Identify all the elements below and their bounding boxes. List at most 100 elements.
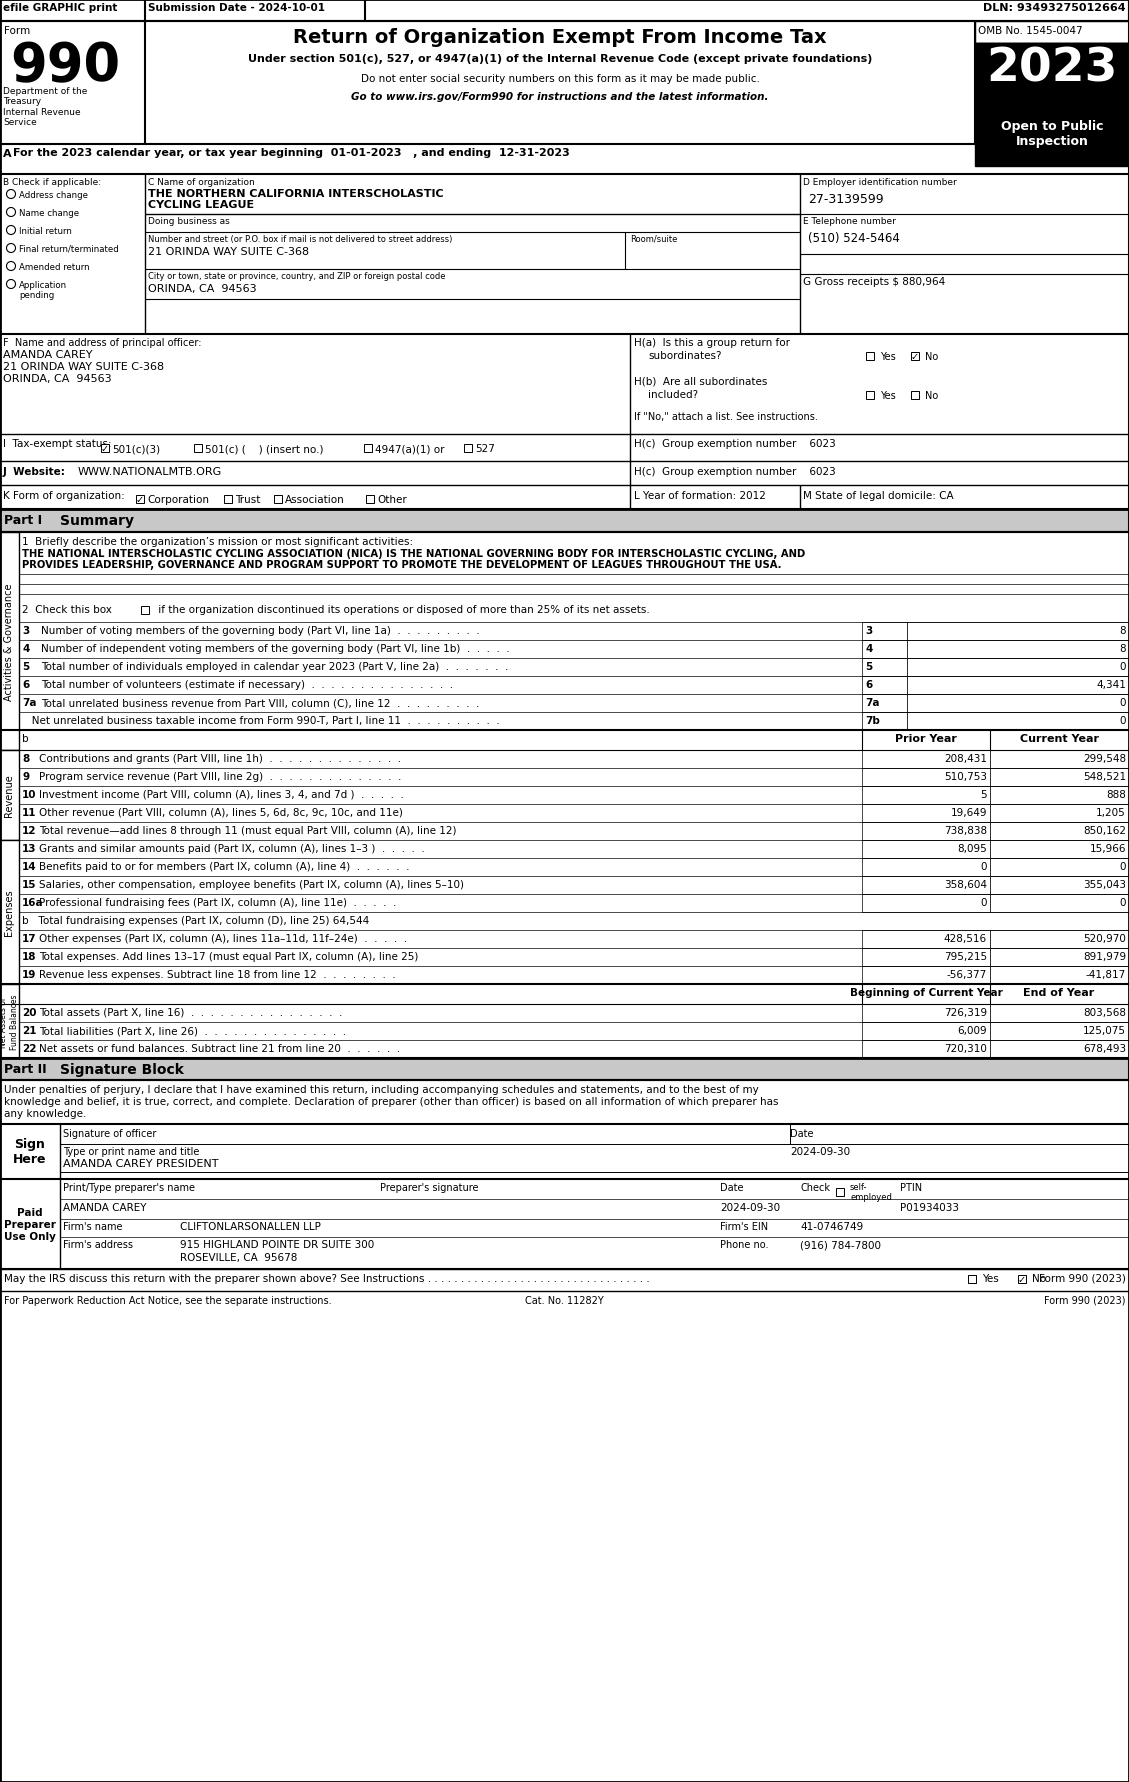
Bar [464, 446, 472, 453]
Text: 4,341: 4,341 [1096, 679, 1126, 690]
Bar [863, 948, 990, 966]
Text: Expenses: Expenses [5, 889, 14, 936]
Text: b: b [21, 734, 28, 743]
Text: 520,970: 520,970 [1083, 934, 1126, 943]
Text: 0: 0 [1120, 716, 1126, 725]
Bar [990, 948, 1129, 966]
Text: Prior Year: Prior Year [895, 734, 957, 743]
Bar [863, 768, 990, 786]
Text: Total number of volunteers (estimate if necessary)  .  .  .  .  .  .  .  .  .  .: Total number of volunteers (estimate if … [41, 679, 453, 690]
Text: included?: included? [648, 390, 698, 399]
Text: Association: Association [285, 495, 344, 504]
Text: Current Year: Current Year [1019, 734, 1099, 743]
Text: Number of independent voting members of the governing body (Part VI, line 1b)  .: Number of independent voting members of … [41, 643, 510, 654]
Text: PROVIDES LEADERSHIP, GOVERNANCE AND PROGRAM SUPPORT TO PROMOTE THE DEVELOPMENT O: PROVIDES LEADERSHIP, GOVERNANCE AND PROG… [21, 560, 781, 570]
Text: 299,548: 299,548 [1083, 754, 1126, 763]
Bar [990, 895, 1129, 912]
Text: 738,838: 738,838 [944, 825, 987, 836]
Text: self-
employed: self- employed [850, 1181, 892, 1201]
Bar [990, 877, 1129, 895]
Bar [863, 804, 990, 823]
Bar [907, 642, 1129, 659]
Text: THE NORTHERN CALIFORNIA INTERSCHOLASTIC: THE NORTHERN CALIFORNIA INTERSCHOLASTIC [148, 189, 444, 200]
Text: Signature of officer: Signature of officer [63, 1128, 157, 1139]
Text: 18: 18 [21, 952, 36, 962]
Text: Return of Organization Exempt From Income Tax: Return of Organization Exempt From Incom… [294, 29, 826, 46]
Bar [863, 823, 990, 841]
Text: 0: 0 [1120, 898, 1126, 907]
Text: P01934033: P01934033 [900, 1203, 959, 1212]
Text: C Name of organization: C Name of organization [148, 178, 255, 187]
Bar [911, 392, 919, 399]
Bar [907, 695, 1129, 713]
Text: 20: 20 [21, 1007, 36, 1018]
Text: Date: Date [720, 1181, 744, 1192]
Text: 41-0746749: 41-0746749 [800, 1221, 864, 1231]
Text: D Employer identification number: D Employer identification number [803, 178, 956, 187]
Bar [990, 1041, 1129, 1059]
Bar [0, 0, 1129, 21]
Bar [990, 966, 1129, 984]
Text: 7a: 7a [865, 697, 879, 707]
Text: 1,205: 1,205 [1096, 807, 1126, 818]
Text: 8: 8 [1119, 625, 1126, 636]
Text: J  Website:: J Website: [3, 467, 65, 478]
Text: 678,493: 678,493 [1083, 1044, 1126, 1053]
Text: Firm's address: Firm's address [63, 1238, 133, 1249]
Text: Address change: Address change [19, 191, 88, 200]
Text: 5: 5 [980, 789, 987, 800]
Text: May the IRS discuss this return with the preparer shown above? See Instructions : May the IRS discuss this return with the… [5, 1274, 650, 1283]
Bar [1018, 1276, 1026, 1283]
Text: 2023: 2023 [987, 46, 1118, 93]
Text: 17: 17 [21, 934, 36, 943]
Text: 355,043: 355,043 [1083, 880, 1126, 889]
Bar [975, 45, 1129, 103]
Text: 6: 6 [865, 679, 873, 690]
Text: No: No [925, 390, 938, 401]
Bar [990, 750, 1129, 768]
Text: Grants and similar amounts paid (Part IX, column (A), lines 1–3 )  .  .  .  .  .: Grants and similar amounts paid (Part IX… [40, 843, 425, 854]
Text: H(c)  Group exemption number    6023: H(c) Group exemption number 6023 [634, 467, 835, 478]
Text: Beginning of Current Year: Beginning of Current Year [850, 987, 1003, 998]
Text: -56,377: -56,377 [947, 969, 987, 980]
Text: 501(c) (    ) (insert no.): 501(c) ( ) (insert no.) [205, 444, 324, 454]
Text: Summary: Summary [60, 513, 134, 527]
Bar [863, 841, 990, 859]
Text: For the 2023 calendar year, or tax year beginning  01-01-2023   , and ending  12: For the 2023 calendar year, or tax year … [14, 148, 570, 159]
Text: F  Name and address of principal officer:: F Name and address of principal officer: [3, 339, 201, 347]
Text: 527: 527 [475, 444, 495, 454]
Text: Initial return: Initial return [19, 226, 72, 235]
Bar [907, 677, 1129, 695]
Text: For Paperwork Reduction Act Notice, see the separate instructions.: For Paperwork Reduction Act Notice, see … [5, 1296, 332, 1304]
Text: 7a: 7a [21, 697, 36, 707]
Text: M State of legal domicile: CA: M State of legal domicile: CA [803, 490, 954, 501]
Text: If "No," attach a list. See instructions.: If "No," attach a list. See instructions… [634, 412, 817, 422]
Text: Benefits paid to or for members (Part IX, column (A), line 4)  .  .  .  .  .  .: Benefits paid to or for members (Part IX… [40, 861, 410, 871]
Bar [968, 1276, 975, 1283]
Text: 4947(a)(1) or: 4947(a)(1) or [375, 444, 445, 454]
Text: 0: 0 [1120, 697, 1126, 707]
Text: Part I: Part I [5, 513, 42, 527]
Bar [975, 103, 1129, 168]
Bar [911, 353, 919, 360]
Text: Final return/terminated: Final return/terminated [19, 244, 119, 253]
Text: efile GRAPHIC print: efile GRAPHIC print [3, 4, 117, 12]
Bar [863, 622, 907, 642]
Text: AMANDA CAREY: AMANDA CAREY [63, 1203, 147, 1212]
Text: No: No [1032, 1274, 1047, 1283]
Bar [863, 930, 990, 948]
Text: 8,095: 8,095 [957, 843, 987, 854]
Text: 13: 13 [21, 843, 36, 854]
Bar [863, 877, 990, 895]
Text: 0: 0 [1120, 861, 1126, 871]
Bar [907, 659, 1129, 677]
Text: Net unrelated business taxable income from Form 990-T, Part I, line 11  .  .  . : Net unrelated business taxable income fr… [21, 716, 500, 725]
Bar [364, 446, 371, 453]
Text: K Form of organization:: K Form of organization: [3, 490, 124, 501]
Text: Signature Block: Signature Block [60, 1062, 184, 1076]
Text: ROSEVILLE, CA  95678: ROSEVILLE, CA 95678 [180, 1253, 297, 1262]
Text: CLIFTONLARSONALLEN LLP: CLIFTONLARSONALLEN LLP [180, 1221, 321, 1231]
Text: Corporation: Corporation [147, 495, 209, 504]
Bar [0, 1059, 1129, 1080]
Text: Preparer's signature: Preparer's signature [380, 1181, 479, 1192]
